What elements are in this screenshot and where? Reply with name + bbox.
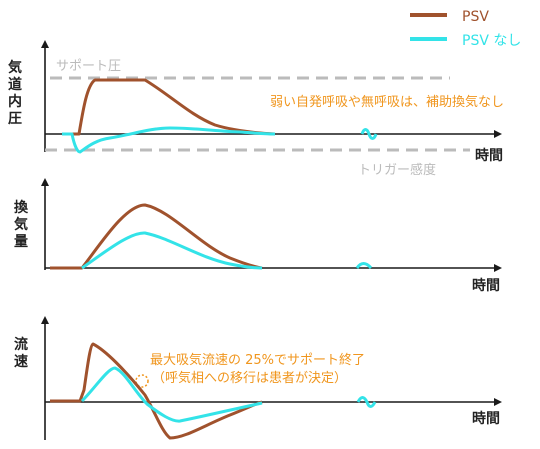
termination-point-marker xyxy=(135,374,149,388)
flow-panel: 流 速 時間 最大吸気流速の 25%でサポート終了 （呼気相への移行は患者が決定… xyxy=(14,316,502,440)
flow-no-psv-curve xyxy=(80,366,263,423)
flow-psv-curve xyxy=(50,342,263,440)
pressure-note: 弱い自発呼吸や無呼吸は、補助換気なし xyxy=(270,94,504,110)
flow-xlabel: 時間 xyxy=(472,410,500,427)
trigger-sensitivity-label: トリガー感度 xyxy=(358,162,436,178)
flow-note-line1: 最大吸気流速の 25%でサポート終了 xyxy=(150,352,365,368)
volume-psv-curve xyxy=(50,203,263,270)
legend-no-psv-label: PSV なし xyxy=(462,33,521,49)
support-pressure-label: サポート圧 xyxy=(56,59,121,74)
pressure-panel: 気 道 内 圧 時間 サポート圧 トリガー感度 弱い自発呼吸や無呼吸は、補助換気… xyxy=(8,40,504,178)
pressure-ylabel-4: 圧 xyxy=(8,111,22,127)
pressure-psv-curve xyxy=(62,78,276,136)
pressure-xlabel: 時間 xyxy=(475,147,503,164)
volume-xlabel: 時間 xyxy=(472,277,500,294)
volume-ylabel-3: 量 xyxy=(14,234,28,250)
pressure-ylabel-3: 内 xyxy=(8,93,22,110)
volume-panel: 換 気 量 時間 xyxy=(14,178,502,294)
legend-psv-label: PSV xyxy=(462,9,489,25)
volume-small-effort xyxy=(355,262,373,270)
pressure-no-psv-curve xyxy=(62,126,276,154)
flow-ylabel-2: 速 xyxy=(14,353,28,370)
flow-small-effort xyxy=(356,396,377,408)
flow-ylabel-1: 流 xyxy=(14,336,28,353)
pressure-ylabel-2: 道 xyxy=(8,76,22,93)
legend: PSV PSV なし xyxy=(410,9,521,49)
pressure-small-effort xyxy=(360,128,378,140)
volume-ylabel-2: 気 xyxy=(14,216,28,233)
volume-ylabel-1: 換 xyxy=(14,199,29,216)
pressure-ylabel-1: 気 xyxy=(8,59,22,76)
flow-note-line2: （呼気相への移行は患者が決定） xyxy=(152,370,347,386)
volume-no-psv-curve xyxy=(81,231,263,270)
